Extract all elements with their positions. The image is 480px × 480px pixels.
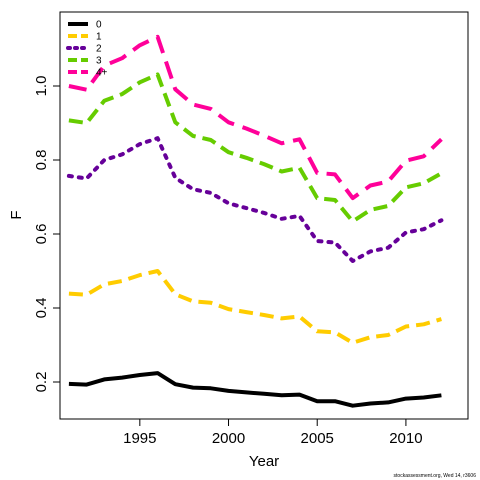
y-axis-label: F	[8, 210, 25, 219]
series-line-1	[68, 269, 442, 345]
series-line-4+	[68, 34, 443, 201]
series-layer	[66, 34, 444, 408]
footer-note: stockassessment.org, Wed 14, r3606	[394, 473, 477, 479]
y-tick-label: 0.4	[33, 298, 50, 319]
x-tick-label: 2000	[212, 430, 245, 447]
y-tick-label: 0.2	[33, 372, 50, 393]
x-axis: 1995 2000 2005 2010	[123, 418, 423, 447]
legend-label-0: 0	[96, 20, 102, 31]
legend-label-2: 2	[96, 44, 102, 55]
y-tick-label: 0.8	[33, 150, 50, 171]
series-line-3	[68, 72, 443, 224]
y-axis: 0.2 0.4 0.6 0.8 1.0	[33, 76, 61, 393]
x-tick-label: 2010	[389, 430, 422, 447]
y-tick-label: 1.0	[33, 76, 50, 97]
series-line-0	[68, 371, 442, 408]
x-axis-label: Year	[249, 453, 279, 470]
y-tick-label: 0.6	[33, 224, 50, 245]
legend-label-1: 1	[96, 32, 102, 43]
x-tick-label: 1995	[123, 430, 156, 447]
series-line-2	[66, 136, 444, 263]
legend-label-4+: 4+	[96, 68, 108, 79]
plot-frame	[59, 11, 469, 420]
legend-label-3: 3	[96, 56, 102, 67]
x-tick-label: 2005	[301, 430, 334, 447]
